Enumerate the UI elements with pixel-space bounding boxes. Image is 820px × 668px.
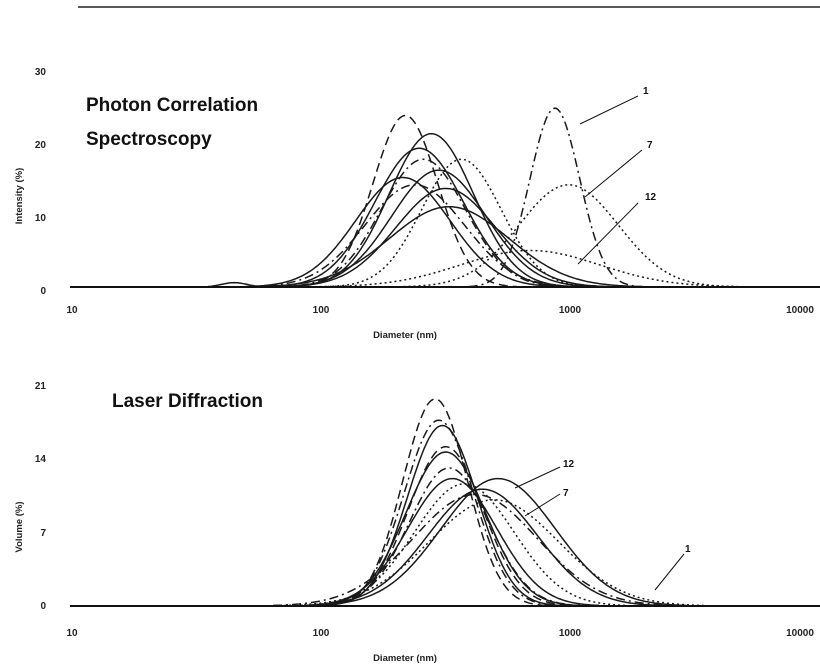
- pcs-series-line-14: [207, 281, 261, 288]
- pcs-series-line-13: [319, 249, 741, 288]
- pcs-series-line-11: [468, 107, 642, 288]
- ld-series-line-9: [304, 488, 661, 607]
- pcs-y-tick-label: 10: [35, 213, 47, 224]
- ld-x-axis-label: Diameter (nm): [373, 653, 437, 664]
- pcs-annotation-12: 12: [645, 192, 657, 203]
- pcs-series-line-4: [280, 158, 568, 288]
- pcs-y-tick-label: 30: [35, 67, 47, 78]
- ld-annotation-1: 1: [685, 544, 691, 555]
- ld-series-line-6: [317, 467, 581, 607]
- ld-series-line-1: [325, 398, 546, 607]
- ld-y-tick-label: 21: [35, 381, 47, 392]
- ld-x-tick-label: 10000: [786, 628, 814, 639]
- ld-series-line-7: [304, 477, 600, 607]
- pcs-panel: Photon Correlation Spectroscopy 30 20 10…: [14, 67, 820, 341]
- ld-title: Laser Diffraction: [112, 391, 263, 412]
- ld-annotation-arrow-12: [514, 466, 561, 489]
- ld-panel: Laser Diffraction 21 14 7 0 Volume (%) 1…: [14, 381, 820, 664]
- pcs-annotation-arrow-1: [579, 95, 639, 125]
- ld-x-tick-label: 100: [313, 628, 330, 639]
- pcs-series-line-1: [293, 114, 518, 288]
- pcs-annotation-arrow-7: [584, 149, 643, 198]
- ld-curves: [273, 398, 704, 607]
- pcs-x-tick-label: 10000: [786, 305, 814, 316]
- pcs-series-line-7: [245, 176, 562, 288]
- pcs-series-line-10: [254, 205, 644, 288]
- pcs-series-line-12: [403, 184, 735, 288]
- pcs-annotation-1: 1: [643, 86, 649, 97]
- pcs-x-tick-label: 100: [313, 305, 330, 316]
- pcs-y-axis-label: Intensity (%): [14, 168, 25, 224]
- ld-y-tick-label: 7: [40, 528, 46, 539]
- ld-annotation-arrow-7: [524, 493, 561, 517]
- ld-annotation-7: 7: [563, 488, 569, 499]
- ld-series-line-8: [301, 483, 627, 607]
- ld-series-line-10: [310, 477, 687, 607]
- ld-annotation-12: 12: [563, 459, 575, 470]
- ld-y-axis-label: Volume (%): [14, 501, 25, 552]
- ld-series-line-5: [312, 451, 579, 607]
- pcs-series-line-2: [286, 132, 577, 288]
- ld-x-tick-label: 10: [66, 628, 78, 639]
- pcs-y-tick-label: 0: [40, 286, 46, 297]
- ld-y-tick-label: 0: [40, 601, 46, 612]
- pcs-x-axis-label: Diameter (nm): [373, 330, 437, 341]
- pcs-annotation-arrow-12: [577, 202, 639, 265]
- pcs-title-line-1: Photon Correlation: [86, 95, 258, 116]
- pcs-annotation-7: 7: [647, 140, 653, 151]
- pcs-x-tick-label: 10: [66, 305, 78, 316]
- pcs-title-line-2: Spectroscopy: [86, 129, 212, 150]
- pcs-series-line-9: [280, 187, 611, 288]
- ld-x-tick-label: 1000: [559, 628, 582, 639]
- pcs-series-line-8: [248, 184, 581, 288]
- ld-series-line-11: [284, 499, 704, 607]
- ld-y-tick-label: 14: [35, 454, 47, 465]
- pcs-series-line-5: [278, 169, 598, 288]
- pcs-curves: [207, 107, 741, 288]
- pcs-x-tick-label: 1000: [559, 305, 582, 316]
- ld-annotation-arrow-1: [654, 553, 685, 591]
- pcs-y-tick-label: 20: [35, 140, 47, 151]
